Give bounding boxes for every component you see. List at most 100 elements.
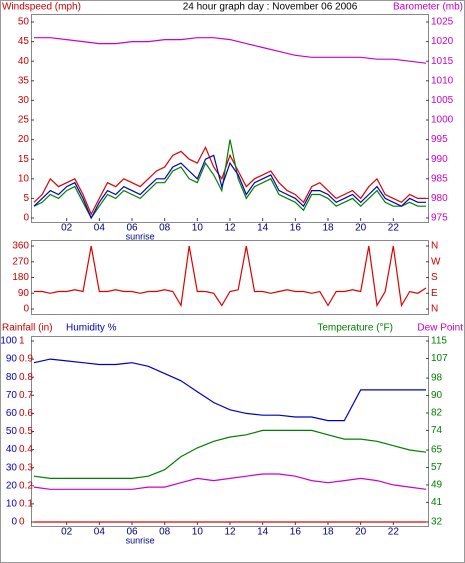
axis-label: Windspeed (mph) <box>2 2 81 13</box>
x-tick-label: 06 <box>126 527 138 538</box>
x-tick-label: 12 <box>224 223 236 234</box>
y-tick-label: 10 <box>6 499 18 510</box>
y-tick-label: 90 <box>6 354 18 365</box>
x-tick-label: 16 <box>290 527 302 538</box>
x-tick-label: 08 <box>159 223 171 234</box>
y3-tick-label: 0.9 <box>19 354 33 365</box>
axis-label: Temperature (°F) <box>317 323 393 334</box>
y2-tick-label: 985 <box>431 173 448 184</box>
y2-tick-label: W <box>431 256 441 267</box>
x-tick-label: 18 <box>322 223 334 234</box>
y3-tick-label: 0.1 <box>19 499 33 510</box>
y2-tick-label: 107 <box>431 353 448 364</box>
y-tick-label: 50 <box>6 426 18 437</box>
y-tick-label: 5 <box>23 193 29 204</box>
y2-tick-label: 74 <box>431 425 443 436</box>
y2-tick-label: N <box>431 304 438 315</box>
axis-label: Barometer (mb) <box>393 2 463 13</box>
annotation: sunrise <box>126 231 155 241</box>
chart-title: 24 hour graph day : November 06 2006 <box>183 2 358 13</box>
y-tick-label: 45 <box>18 36 30 47</box>
x-tick-label: 18 <box>322 527 334 538</box>
series-line <box>33 429 427 479</box>
series-line <box>33 358 426 422</box>
y3-tick-label: 0 <box>19 517 25 528</box>
y-tick-label: 50 <box>18 17 30 28</box>
y-tick-label: 180 <box>12 272 29 283</box>
y2-tick-label: N <box>431 241 438 252</box>
y-tick-label: 60 <box>6 408 18 419</box>
y-tick-label: 0 <box>23 304 29 315</box>
x-tick-label: 14 <box>257 527 269 538</box>
series-line <box>33 154 426 220</box>
y2-tick-label: 98 <box>431 373 443 384</box>
y3-tick-label: 1 <box>19 336 25 347</box>
y3-tick-label: 0.6 <box>19 408 33 419</box>
panel-frame <box>31 14 429 223</box>
axis-label: Humidity % <box>66 323 117 334</box>
y-tick-label: 360 <box>12 241 29 252</box>
x-tick-label: 22 <box>388 223 400 234</box>
y3-tick-label: 0.4 <box>19 444 33 455</box>
y-tick-label: 30 <box>18 95 30 106</box>
y2-tick-label: 1025 <box>431 17 454 28</box>
y2-tick-label: 57 <box>431 462 443 473</box>
y2-tick-label: 990 <box>431 154 448 165</box>
y2-tick-label: 49 <box>431 480 443 491</box>
y2-tick-label: 980 <box>431 193 448 204</box>
y-tick-label: 25 <box>18 115 30 126</box>
y-tick-label: 270 <box>12 256 29 267</box>
y2-tick-label: S <box>431 272 438 283</box>
panel-frame <box>31 336 429 527</box>
axis-label: Rainfall (in) <box>2 323 53 334</box>
y2-tick-label: 41 <box>431 497 443 508</box>
x-tick-label: 04 <box>94 223 106 234</box>
x-tick-label: 02 <box>61 223 73 234</box>
panel-frame <box>31 240 429 315</box>
series-line <box>34 245 427 308</box>
series-line <box>33 139 426 220</box>
x-tick-label: 02 <box>61 527 73 538</box>
y2-tick-label: 1000 <box>431 115 454 126</box>
y2-tick-label: 1020 <box>431 36 454 47</box>
series-line <box>34 37 427 64</box>
y-tick-label: 0 <box>11 517 17 528</box>
y-tick-label: 30 <box>6 462 18 473</box>
y-tick-label: 100 <box>0 336 17 347</box>
y2-tick-label: 115 <box>431 336 447 347</box>
x-tick-label: 22 <box>388 527 400 538</box>
x-tick-label: 20 <box>355 223 367 234</box>
x-tick-label: 16 <box>290 223 302 234</box>
x-tick-label: 06 <box>126 223 138 234</box>
axis-label: Dew Point <box>417 323 463 334</box>
y-tick-label: 90 <box>18 288 30 299</box>
series-line <box>33 145 426 216</box>
y-tick-label: 20 <box>18 134 30 145</box>
y3-tick-label: 0.2 <box>19 480 33 491</box>
y-tick-label: 70 <box>6 390 18 401</box>
y-tick-label: 10 <box>18 173 30 184</box>
y3-tick-label: 0.7 <box>19 390 33 401</box>
y2-tick-label: 32 <box>431 517 443 528</box>
y2-tick-label: 995 <box>431 134 448 145</box>
y-tick-label: 80 <box>6 372 18 383</box>
y2-tick-label: 975 <box>431 213 448 224</box>
y3-tick-label: 0.3 <box>19 462 33 473</box>
y2-tick-label: 90 <box>431 390 443 401</box>
annotation: sunrise <box>126 535 155 545</box>
y2-tick-label: 65 <box>431 445 443 456</box>
x-tick-label: 10 <box>192 223 204 234</box>
y-tick-label: 40 <box>6 444 18 455</box>
x-tick-label: 12 <box>224 527 236 538</box>
y-tick-label: 40 <box>18 56 30 67</box>
x-tick-label: 04 <box>94 527 106 538</box>
y2-tick-label: 1010 <box>431 75 454 86</box>
y2-tick-label: 1005 <box>431 95 454 106</box>
x-tick-label: 20 <box>355 527 367 538</box>
y-tick-label: 0 <box>23 213 29 224</box>
y3-tick-label: 0.8 <box>19 372 33 383</box>
x-tick-label: 08 <box>159 527 171 538</box>
x-tick-label: 10 <box>192 527 204 538</box>
y-tick-label: 35 <box>18 75 30 86</box>
